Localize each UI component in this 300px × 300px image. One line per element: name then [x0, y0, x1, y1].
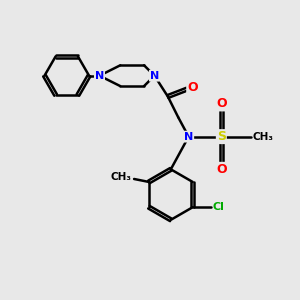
Text: S: S: [217, 130, 226, 143]
Text: N: N: [184, 132, 193, 142]
Text: O: O: [216, 98, 226, 110]
Text: Cl: Cl: [212, 202, 224, 212]
Text: CH₃: CH₃: [111, 172, 132, 182]
Text: O: O: [187, 81, 198, 94]
Text: CH₃: CH₃: [253, 132, 274, 142]
Text: N: N: [150, 71, 159, 81]
Text: N: N: [95, 71, 104, 81]
Text: O: O: [216, 163, 226, 176]
